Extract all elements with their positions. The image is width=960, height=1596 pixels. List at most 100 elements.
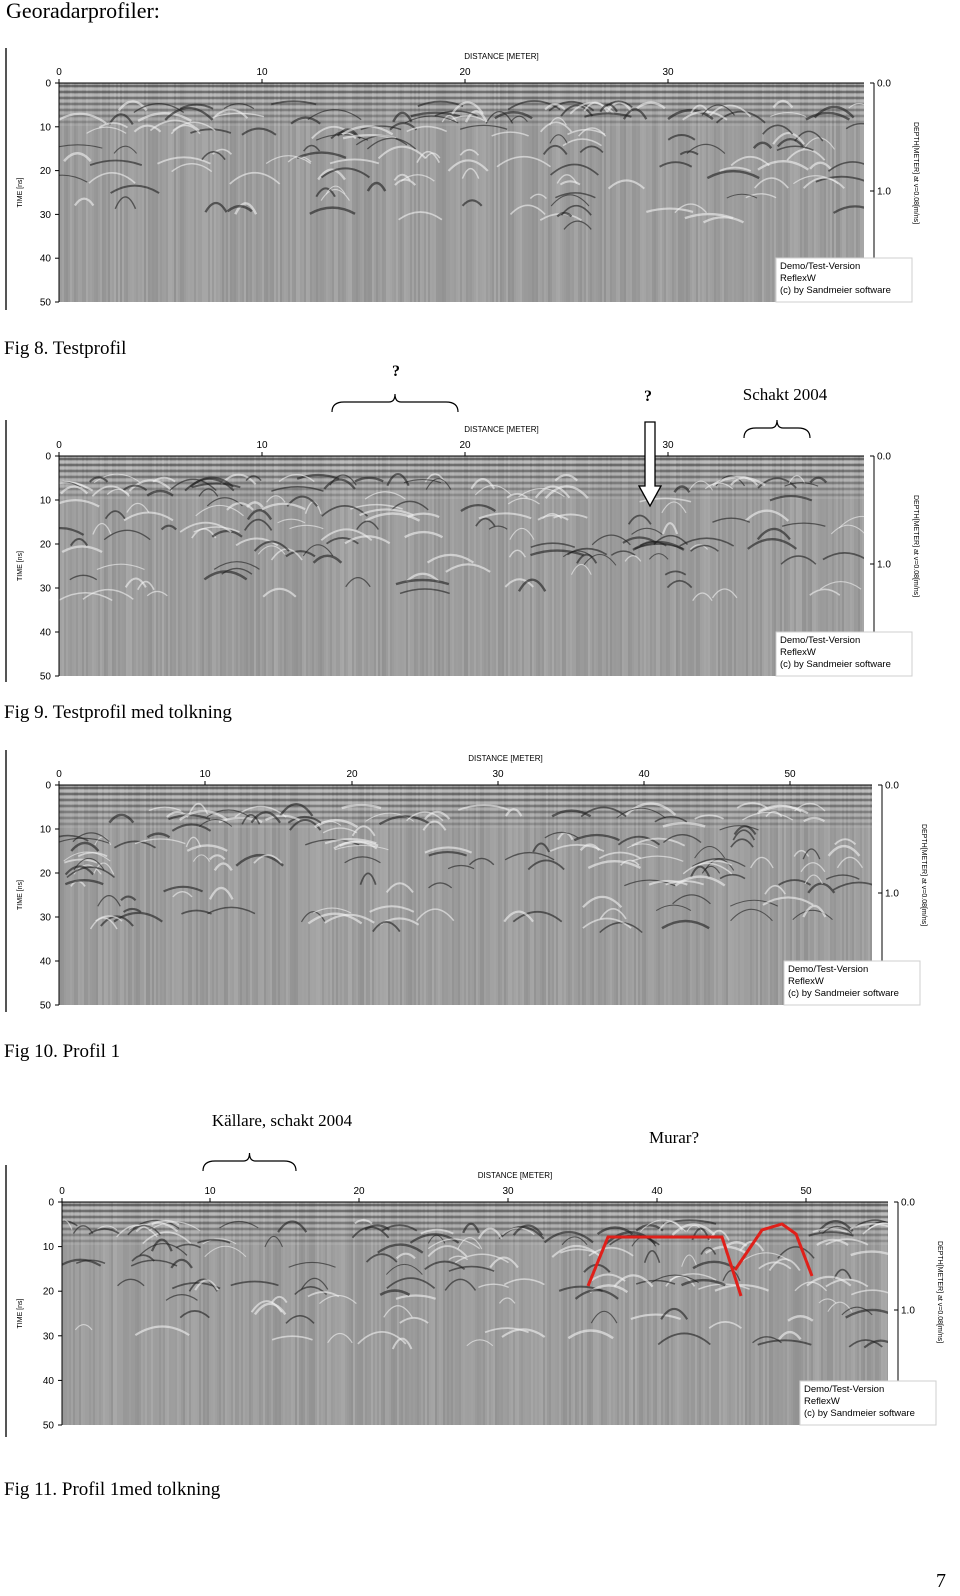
depth-tick-label: 1.0 bbox=[877, 187, 891, 198]
y-tick-label: 30 bbox=[40, 584, 52, 595]
x-tick-label: 20 bbox=[346, 769, 358, 780]
x-tick-label: 10 bbox=[204, 1186, 216, 1197]
annotation-kallare: Källare, schakt 2004 bbox=[212, 1111, 353, 1130]
x-tick-label: 30 bbox=[662, 67, 674, 78]
x-tick-label: 20 bbox=[353, 1186, 365, 1197]
y-tick-label: 50 bbox=[40, 672, 52, 683]
y-tick-label: 10 bbox=[43, 1242, 55, 1253]
y-tick-label: 20 bbox=[40, 166, 52, 177]
watermark-line: (c) by Sandmeier software bbox=[780, 285, 891, 296]
watermark-line: (c) by Sandmeier software bbox=[804, 1408, 915, 1419]
x-tick-label: 10 bbox=[256, 440, 268, 451]
margin-rule bbox=[5, 48, 7, 310]
caption-fig8: Fig 8. Testprofil bbox=[4, 338, 127, 359]
y-tick-label: 20 bbox=[43, 1287, 55, 1298]
x-tick-label: 50 bbox=[784, 769, 796, 780]
annotation-question-2: ? bbox=[644, 388, 652, 405]
page-number: 7 bbox=[936, 1570, 946, 1592]
depth-axis-title: DEPTH[METER] at v=0.08[m/ns] bbox=[920, 824, 927, 926]
y-tick-label: 20 bbox=[40, 869, 52, 880]
watermark-line: ReflexW bbox=[780, 273, 816, 284]
y-tick-label: 50 bbox=[43, 1421, 55, 1432]
caption-fig9: Fig 9. Testprofil med tolkning bbox=[4, 702, 232, 723]
y-tick-label: 50 bbox=[40, 298, 52, 309]
y-axis-title: TIME [ns] bbox=[17, 1298, 24, 1328]
depth-tick-label: 1.0 bbox=[885, 889, 899, 900]
y-tick-label: 30 bbox=[40, 913, 52, 924]
annotation-schakt: Schakt 2004 bbox=[743, 385, 828, 404]
y-tick-label: 50 bbox=[40, 1001, 52, 1012]
depth-axis-title: DEPTH[METER] at v=0.08[m/ns] bbox=[912, 495, 919, 597]
x-axis-title: DISTANCE [METER] bbox=[468, 754, 543, 763]
x-tick-label: 0 bbox=[59, 1186, 65, 1197]
figure-8: DISTANCE [METER] 0 10 20 30 0 10 20 30 40 50 TIME [… bbox=[0, 0, 960, 330]
depth-tick-label: 0.0 bbox=[885, 781, 899, 792]
y-tick-label: 0 bbox=[45, 452, 51, 463]
watermark-line: Demo/Test-Version bbox=[780, 635, 860, 646]
depth-tick-label: 0.0 bbox=[877, 79, 891, 90]
annotation-murar: Murar? bbox=[649, 1128, 699, 1147]
x-tick-label: 20 bbox=[459, 440, 471, 451]
watermark-box bbox=[775, 631, 913, 677]
y-tick-label: 10 bbox=[40, 496, 52, 507]
annotation-question-1: ? bbox=[392, 363, 400, 380]
watermark-line: Demo/Test-Version bbox=[804, 1384, 884, 1395]
radargram-fig10: DISTANCE [METER] 0 10 20 30 40 50 0 10 20 30 40 50 TI… bbox=[17, 754, 927, 1012]
radargram-fig11: DISTANCE [METER] 0 10 20 30 40 50 0 10 20 30 40 50 TI… bbox=[17, 1111, 943, 1432]
x-tick-label: 10 bbox=[199, 769, 211, 780]
y-tick-label: 10 bbox=[40, 122, 52, 133]
y-tick-label: 10 bbox=[40, 825, 52, 836]
figure-11: DISTANCE [METER] 0 10 20 30 40 50 0 10 20 30 40 50 TI… bbox=[17, 1111, 943, 1432]
arrow-down-icon bbox=[637, 421, 663, 508]
watermark-line: ReflexW bbox=[788, 976, 824, 987]
watermark-line: ReflexW bbox=[780, 647, 816, 658]
annotation-brace bbox=[331, 393, 459, 413]
depth-tick-label: 1.0 bbox=[901, 1306, 915, 1317]
x-axis-title: DISTANCE [METER] bbox=[478, 1171, 553, 1180]
y-tick-label: 30 bbox=[43, 1331, 55, 1342]
radargram-traces bbox=[59, 456, 864, 676]
y-axis-title: TIME [ns] bbox=[17, 177, 24, 207]
watermark-line: (c) by Sandmeier software bbox=[788, 988, 899, 999]
depth-tick-label: 0.0 bbox=[877, 452, 891, 463]
depth-axis-title: DEPTH[METER] at v=0.08[m/ns] bbox=[912, 122, 919, 224]
depth-tick-label: 1.0 bbox=[877, 560, 891, 571]
caption-fig10: Fig 10. Profil 1 bbox=[4, 1041, 121, 1062]
y-axis-title: TIME [ns] bbox=[17, 551, 24, 581]
y-tick-label: 30 bbox=[40, 210, 52, 221]
watermark-box bbox=[799, 1380, 937, 1426]
caption-fig11: Fig 11. Profil 1med tolkning bbox=[4, 1479, 221, 1500]
y-tick-label: 40 bbox=[40, 254, 52, 265]
y-tick-label: 40 bbox=[40, 628, 52, 639]
radargram-fig8: DISTANCE [METER] 0 10 20 30 0 10 20 30 40 50 TIME [… bbox=[17, 52, 919, 309]
watermark-box bbox=[775, 257, 913, 303]
interpretation-line bbox=[586, 1235, 743, 1297]
watermark-line: (c) by Sandmeier software bbox=[780, 659, 891, 670]
y-tick-label: 20 bbox=[40, 540, 52, 551]
annotation-brace bbox=[743, 419, 811, 439]
margin-rule bbox=[5, 420, 7, 682]
x-tick-label: 0 bbox=[56, 769, 62, 780]
x-tick-label: 30 bbox=[502, 1186, 514, 1197]
depth-tick-label: 0.0 bbox=[901, 1198, 915, 1209]
interpretation-line bbox=[733, 1222, 814, 1277]
radargram-fig9: DISTANCE [METER] 0 10 20 30 0 10 20 30 40 50 TIME [… bbox=[17, 363, 919, 683]
page-heading: Georadarprofiler: bbox=[6, 0, 160, 23]
y-tick-label: 0 bbox=[45, 79, 51, 90]
margin-rule bbox=[5, 1165, 7, 1437]
x-axis-title: DISTANCE [METER] bbox=[464, 425, 539, 434]
x-tick-label: 10 bbox=[256, 67, 268, 78]
x-tick-label: 20 bbox=[459, 67, 471, 78]
watermark-line: ReflexW bbox=[804, 1396, 840, 1407]
annotation-brace bbox=[202, 1152, 297, 1172]
y-tick-label: 0 bbox=[45, 781, 51, 792]
figure-10: DISTANCE [METER] 0 10 20 30 40 50 0 10 20 30 40 50 TI… bbox=[17, 754, 927, 1012]
y-axis-title: TIME [ns] bbox=[17, 880, 24, 910]
watermark-line: Demo/Test-Version bbox=[788, 964, 868, 975]
margin-rule bbox=[5, 750, 7, 1012]
watermark-line: Demo/Test-Version bbox=[780, 261, 860, 272]
x-tick-label: 40 bbox=[651, 1186, 663, 1197]
x-axis-title: DISTANCE [METER] bbox=[464, 52, 539, 61]
y-tick-label: 40 bbox=[40, 957, 52, 968]
y-tick-label: 40 bbox=[43, 1376, 55, 1387]
